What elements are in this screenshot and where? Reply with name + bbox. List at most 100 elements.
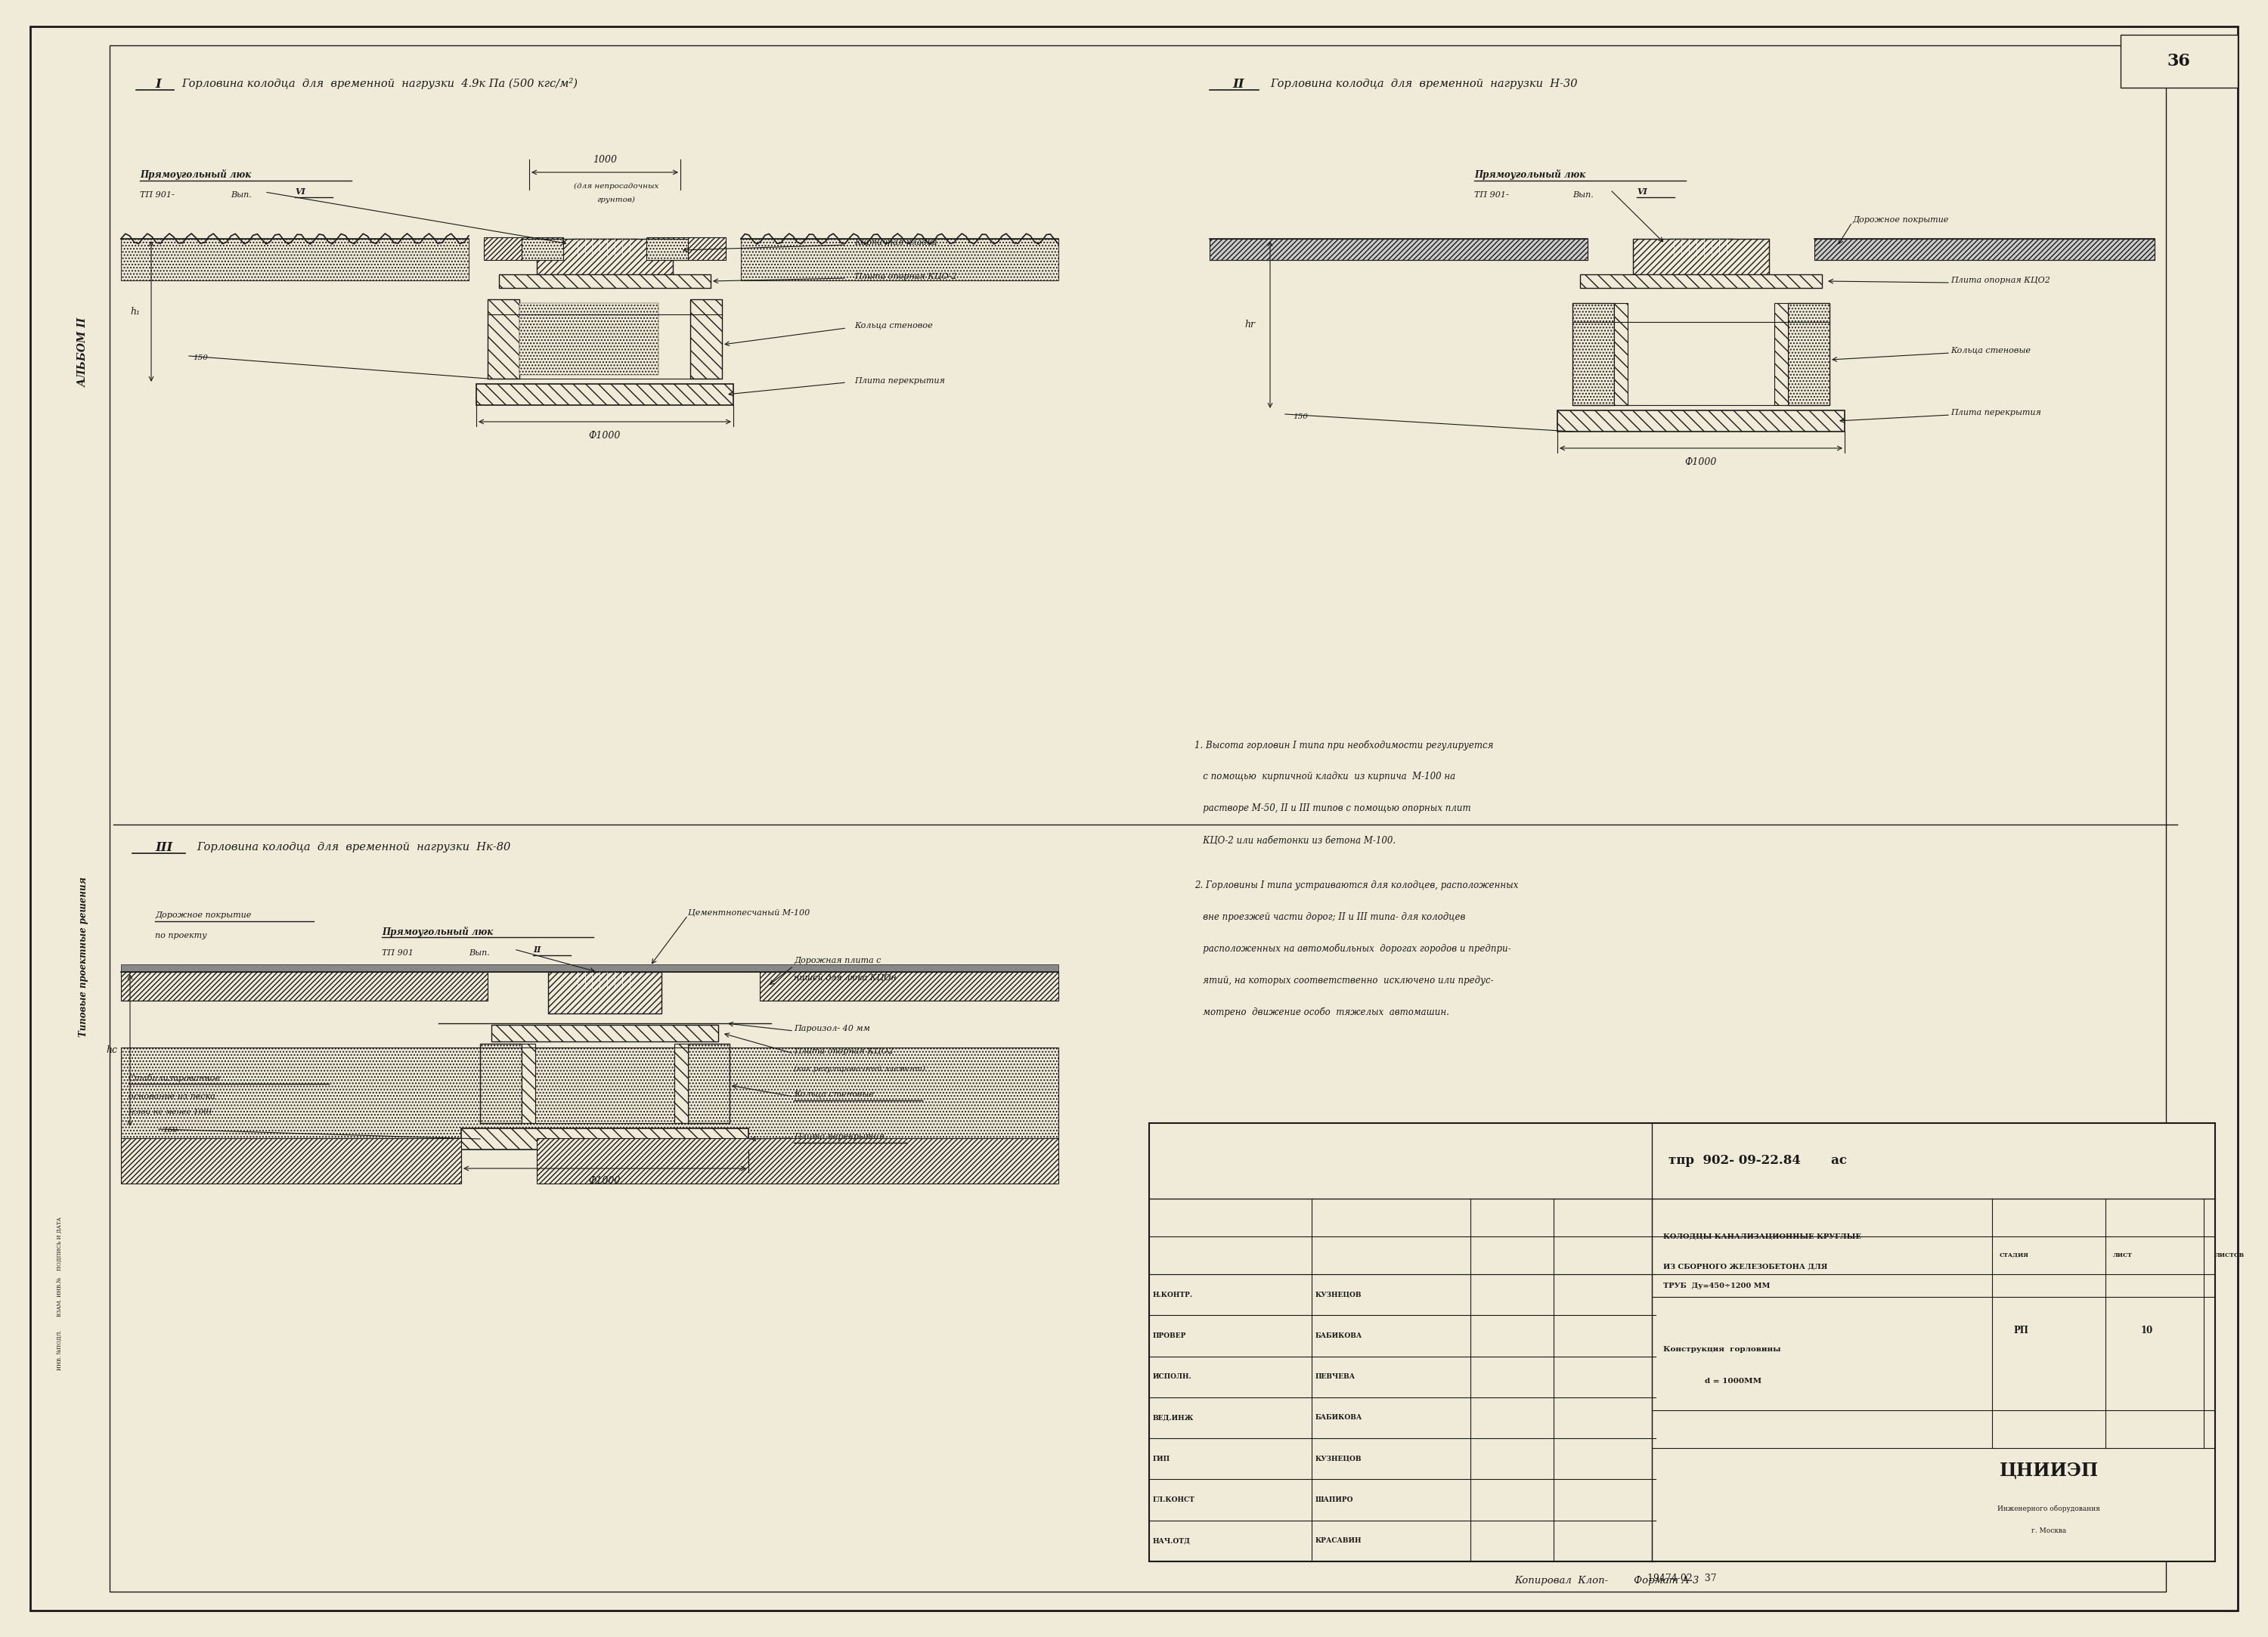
Text: Горловина колодца  для  временной  нагрузки  4.9к Па (500 кгс/м²): Горловина колодца для временной нагрузки… [181, 79, 578, 90]
Text: Типовые проектные решения: Типовые проектные решения [77, 877, 88, 1036]
Text: Плита перекрытия: Плита перекрытия [855, 377, 946, 385]
Text: Конструкция  горловины: Конструкция горловины [1662, 1346, 1780, 1354]
Text: ятий, на которых соответственно  исключено или предус-: ятий, на которых соответственно исключен… [1195, 976, 1495, 985]
Bar [1814, 239, 2155, 260]
Bar [2121, 34, 2239, 88]
Text: АЛЬБОМ II: АЛЬБОМ II [77, 318, 88, 386]
Text: Горловина колодца  для  временной  нагрузки  Н-30: Горловина колодца для временной нагрузки… [1270, 79, 1579, 88]
Bar [1558, 411, 1844, 432]
Text: КЦО-2 или набетонки из бетона М-100.: КЦО-2 или набетонки из бетона М-100. [1195, 835, 1395, 845]
Text: Кирпичная кладка: Кирпичная кладка [855, 239, 937, 247]
Text: hr: hr [1245, 319, 1254, 329]
Text: г. Москва: г. Москва [2032, 1527, 2066, 1534]
Bar [1787, 303, 1830, 404]
Bar [674, 1044, 687, 1123]
Bar [572, 972, 637, 989]
Bar [519, 303, 658, 375]
Text: ВЕД.ИНЖ: ВЕД.ИНЖ [1152, 1414, 1193, 1421]
Bar [538, 1138, 1059, 1184]
Text: ТП 901-: ТП 901- [1474, 192, 1508, 198]
Text: Плита опорная КЦО2: Плита опорная КЦО2 [1950, 277, 2050, 285]
Text: мотрено  движение особо  тяжелых  автомашин.: мотрено движение особо тяжелых автомашин… [1195, 1007, 1449, 1017]
Bar [120, 1138, 460, 1184]
Bar [1615, 303, 1628, 404]
Bar [492, 1025, 719, 1041]
Text: ЦНИИЭП: ЦНИИЭП [1998, 1462, 2098, 1480]
Polygon shape [120, 239, 469, 280]
Bar [476, 385, 733, 404]
Bar [483, 237, 562, 260]
Text: тпр  902- 09-22.84       ас: тпр 902- 09-22.84 ас [1669, 1154, 1846, 1167]
Text: грунтов): грунтов) [596, 196, 635, 203]
Text: II: II [1232, 77, 1243, 90]
Bar [481, 1044, 522, 1123]
Text: Ф1000: Ф1000 [1685, 457, 1717, 467]
Text: VI: VI [295, 187, 306, 195]
Text: Прямоугольный люк: Прямоугольный люк [381, 927, 492, 936]
Bar [549, 972, 662, 1013]
Text: d = 1000ММ: d = 1000ММ [1706, 1378, 1762, 1385]
Text: БАБИКОВА: БАБИКОВА [1315, 1414, 1363, 1421]
Text: ЛИСТОВ: ЛИСТОВ [2216, 1252, 2245, 1259]
Text: Кольца стеновые: Кольца стеновые [794, 1090, 873, 1098]
Text: Плита перекрытия: Плита перекрытия [794, 1133, 885, 1141]
Text: СТАДИЯ: СТАДИЯ [2000, 1252, 2030, 1259]
Bar [538, 239, 674, 280]
Text: III: III [154, 841, 172, 853]
Bar [1572, 303, 1615, 404]
Text: с помощью  кирпичной кладки  из кирпича  М-100 на: с помощью кирпичной кладки из кирпича М-… [1195, 773, 1456, 782]
Text: I: I [154, 77, 161, 90]
Text: ГЛ.КОНСТ: ГЛ.КОНСТ [1152, 1496, 1195, 1503]
Bar [488, 300, 519, 378]
Text: ТРУБ  Ду=450÷1200 ММ: ТРУБ Ду=450÷1200 ММ [1662, 1282, 1769, 1288]
Text: 2. Горловины I типа устраиваются для колодцев, расположенных: 2. Горловины I типа устраиваются для кол… [1195, 881, 1517, 891]
Text: VI: VI [1637, 187, 1647, 195]
Text: Горловина колодца  для  временной  нагрузки  Нк-80: Горловина колодца для временной нагрузки… [197, 841, 510, 853]
Text: Вып.: Вып. [1572, 192, 1594, 198]
Text: (слой не менее 100): (слой не менее 100) [129, 1108, 211, 1115]
Bar [646, 237, 726, 260]
Text: Плита опорная КЦО-2: Плита опорная КЦО-2 [855, 273, 957, 280]
Text: h₁: h₁ [129, 306, 141, 316]
Bar [499, 275, 710, 288]
Bar [1633, 239, 1769, 278]
Text: 36: 36 [2168, 52, 2191, 69]
Bar [120, 1048, 1059, 1138]
Bar [742, 239, 1059, 280]
Text: Инженерного оборудования: Инженерного оборудования [1998, 1504, 2100, 1513]
Bar [646, 239, 687, 260]
Text: вне проезжей части дорог; II и III типа- для колодцев: вне проезжей части дорог; II и III типа-… [1195, 912, 1465, 922]
Text: 19474-02    37: 19474-02 37 [1647, 1573, 1717, 1583]
Text: Прямоугольный люк: Прямоугольный люк [141, 169, 252, 180]
Text: (как регулировочный элемент): (как регулировочный элемент) [794, 1066, 925, 1072]
Bar [1150, 1123, 2216, 1562]
Text: Вып.: Вып. [469, 949, 490, 956]
Text: по проекту: по проекту [154, 931, 206, 940]
Text: 150: 150 [193, 355, 209, 362]
Bar [120, 972, 488, 1000]
Text: ИЗ СБОРНОГО ЖЕЛЕЗОБЕТОНА ДЛЯ: ИЗ СБОРНОГО ЖЕЛЕЗОБЕТОНА ДЛЯ [1662, 1264, 1828, 1270]
Text: 10: 10 [2141, 1326, 2152, 1336]
Text: (для непросадочных: (для непросадочных [574, 182, 658, 190]
Text: ПОДПИСЬ И ДАТА: ПОДПИСЬ И ДАТА [57, 1218, 64, 1270]
Text: БАБИКОВА: БАБИКОВА [1315, 1333, 1363, 1339]
Bar [120, 239, 469, 280]
Text: ВЗАМ. ИНВ.№: ВЗАМ. ИНВ.№ [57, 1277, 64, 1316]
Text: КУЗНЕЦОВ: КУЗНЕЦОВ [1315, 1455, 1361, 1462]
Text: КРАСАВИН: КРАСАВИН [1315, 1537, 1361, 1544]
Text: ПРОВЕР: ПРОВЕР [1152, 1333, 1186, 1339]
Bar [687, 1044, 730, 1123]
Text: Плита перекрытия: Плита перекрытия [1950, 409, 2041, 416]
Text: РП: РП [2014, 1326, 2028, 1336]
Bar [572, 239, 637, 255]
Bar [1669, 239, 1733, 255]
Text: основание из песка: основание из песка [129, 1094, 215, 1100]
Bar [1209, 239, 1588, 260]
Text: Прямоугольный люк: Прямоугольный люк [1474, 169, 1585, 180]
Text: Вып.: Вып. [231, 192, 252, 198]
Text: 1. Высота горловин I типа при необходимости регулируется: 1. Высота горловин I типа при необходимо… [1195, 740, 1492, 750]
Text: Кольца стеновые: Кольца стеновые [1950, 347, 2030, 355]
Text: ЛИСТ: ЛИСТ [2114, 1252, 2132, 1259]
Text: ПЕВЧЕВА: ПЕВЧЕВА [1315, 1373, 1356, 1380]
Text: ТП 901: ТП 901 [381, 949, 413, 956]
